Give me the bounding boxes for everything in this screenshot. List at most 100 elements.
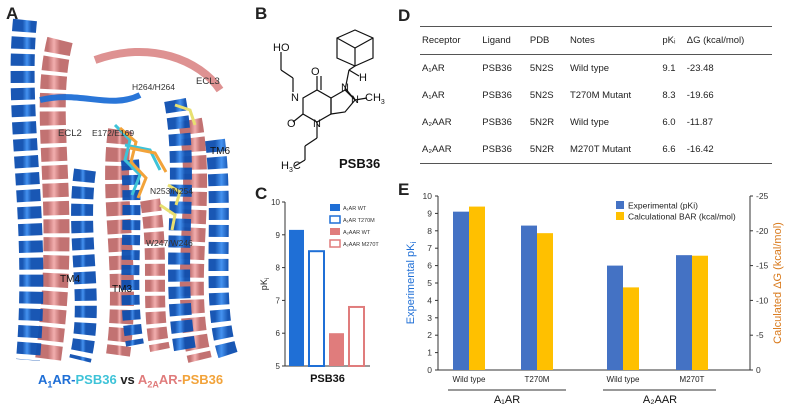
panel-letter-a: A — [6, 4, 19, 23]
cell-pki: 6.6 — [662, 144, 676, 155]
atom-n7-label: N — [341, 82, 349, 94]
panel-a-structure: A ECL2 ECL3 E172/E169 H264/H264 TM6 N253… — [0, 0, 248, 404]
terminal-methyl-label: H3C — [281, 160, 301, 175]
binding-data-table: Receptor Ligand PDB Notes pKᵢ ΔG (kcal/m… — [420, 26, 772, 164]
ecl3-label: ECL3 — [196, 76, 220, 87]
cell-delta-g: -23.48 — [686, 63, 714, 74]
cell-pdb: 5N2S — [529, 63, 554, 74]
cell-notes: T270M Mutant — [569, 90, 632, 101]
left-y-tick-label: 2 — [427, 330, 432, 340]
tm3-label: TM3 — [112, 284, 132, 295]
legend-label: Calculational BAR (kcal/mol) — [628, 212, 736, 222]
left-y-tick-label: 3 — [427, 313, 432, 323]
legend-label: A₁AR T270M — [343, 218, 375, 224]
panel-e-chart: E 0 1 2 3 4 5 6 7 8 9 10 0 -5 -10 -15 -20 -25 Wild type T2… — [398, 178, 791, 404]
header-delta-g: ΔG (kcal/mol) — [686, 35, 745, 46]
atom-n9-label: N — [351, 94, 359, 106]
left-y-axis-label-subscript: i — [409, 242, 418, 244]
cell-pdb: 5N2S — [529, 90, 554, 101]
h264-label: H264/H264 — [132, 82, 176, 92]
tm6-label: TM6 — [210, 146, 230, 157]
left-y-tick-label: 10 — [423, 191, 433, 201]
cell-ligand: PSB36 — [482, 117, 512, 128]
cell-receptor: A₂AAR — [422, 117, 452, 128]
cell-notes: Wild type — [569, 117, 610, 128]
left-y-tick-label: 6 — [427, 261, 432, 271]
cell-delta-g: -19.66 — [686, 90, 714, 101]
hydrogen-label: H — [359, 72, 367, 84]
table-header-row: Receptor Ligand PDB Notes pKᵢ ΔG (kcal/m… — [420, 26, 772, 55]
panel-letter-b: B — [255, 4, 268, 23]
cell-delta-g: -11.87 — [686, 117, 713, 128]
right-y-tick-label: -25 — [756, 191, 769, 201]
experimental-bar — [607, 265, 623, 370]
header-ligand: Ligand — [482, 35, 511, 46]
x-tick-label: T270M — [525, 375, 550, 384]
x-tick-label: Wild type — [453, 375, 486, 384]
panel-letter-d: D — [398, 6, 411, 25]
cell-pdb: 5N2R — [529, 117, 555, 128]
tm4-label: TM4 — [60, 274, 80, 285]
panel-d-table: D Receptor Ligand PDB Notes pKᵢ ΔG (kcal… — [398, 0, 791, 175]
bar — [289, 229, 304, 366]
right-y-tick-label: -10 — [756, 295, 769, 305]
receptor-comparison-legend: A1AR-PSB36 vs A2AAR-PSB36 — [38, 372, 224, 390]
header-notes: Notes — [569, 35, 595, 46]
calculated-bar — [692, 255, 708, 370]
legend-swatch — [330, 228, 340, 235]
cell-notes: Wild type — [569, 63, 610, 74]
legend-swatch — [329, 215, 341, 224]
left-y-tick-label: 7 — [427, 243, 432, 253]
legend-label: Experimental (pKi) — [628, 201, 698, 211]
cell-ligand: PSB36 — [482, 63, 512, 74]
legend-swatch — [616, 212, 624, 220]
cell-pki: 8.3 — [662, 90, 676, 101]
x-tick-label: Wild type — [607, 375, 640, 384]
right-y-axis-label: Calculated ΔG (kcal/mol) — [772, 222, 784, 344]
legend-swatch — [330, 204, 340, 211]
cell-ligand: PSB36 — [482, 90, 512, 101]
header-pdb: PDB — [529, 35, 550, 46]
carbonyl-o6-label: O — [311, 66, 320, 78]
experimental-bar — [453, 211, 469, 370]
cell-notes: M270T Mutant — [569, 144, 632, 155]
cell-pki: 9.1 — [662, 63, 676, 74]
pki-bar-chart: 5 6 7 8 9 10 A₁AR WT A₁AR T270M A₂AAR WT A₂AAR M2… — [259, 198, 379, 385]
calculated-bar — [469, 206, 485, 370]
panel-letter-e: E — [398, 180, 410, 199]
w247-label: W247/W246 — [146, 238, 193, 248]
atom-n1-label: N — [313, 118, 321, 130]
methyl-label: CH3 — [365, 92, 385, 107]
bar — [329, 333, 344, 366]
cell-ligand: PSB36 — [482, 144, 512, 155]
group-label: A₂AAR — [643, 394, 677, 404]
right-y-tick-label: -5 — [756, 330, 764, 340]
receptor-overlay-image — [10, 18, 238, 363]
cell-pdb: 5N2R — [529, 144, 555, 155]
panel-c-pki-chart: C 5 6 7 8 9 10 A₁AR WT A₁AR T270M A₂AAR WT A₂AAR … — [255, 184, 395, 404]
y-axis-label-subscript: i — [265, 278, 271, 279]
left-y-axis-label: Experimental pKi — [405, 242, 418, 325]
x-tick-label: M270T — [680, 375, 705, 384]
cell-receptor: A₂AAR — [422, 144, 452, 155]
n253-label: N253/N254 — [150, 186, 194, 196]
experimental-bar — [521, 225, 537, 370]
e172-label: E172/E169 — [92, 128, 135, 138]
legend-swatch — [329, 239, 341, 248]
table-row: A₂AAR PSB36 5N2R M270T Mutant 6.6 -16.42 — [420, 136, 772, 164]
legend-swatch — [616, 201, 624, 209]
table-row: A₁AR PSB36 5N2S T270M Mutant 8.3 -19.66 — [420, 82, 772, 109]
bar — [308, 250, 325, 367]
group-label: A₁AR — [494, 394, 520, 404]
cell-receptor: A₁AR — [422, 63, 445, 74]
y-axis-label: pKi — [259, 278, 271, 290]
table-row: A₁AR PSB36 5N2S Wild type 9.1 -23.48 — [420, 55, 772, 83]
panel-b-chemical-structure: B — [255, 0, 395, 180]
right-y-tick-label: -20 — [756, 226, 769, 236]
left-y-tick-label: 0 — [427, 365, 432, 375]
table-row: A₂AAR PSB36 5N2R Wild type 6.0 -11.87 — [420, 109, 772, 136]
bar — [348, 305, 365, 367]
cell-receptor: A₁AR — [422, 90, 445, 101]
left-y-tick-label: 8 — [427, 226, 432, 236]
legend-label: A₂AAR M270T — [343, 242, 379, 248]
